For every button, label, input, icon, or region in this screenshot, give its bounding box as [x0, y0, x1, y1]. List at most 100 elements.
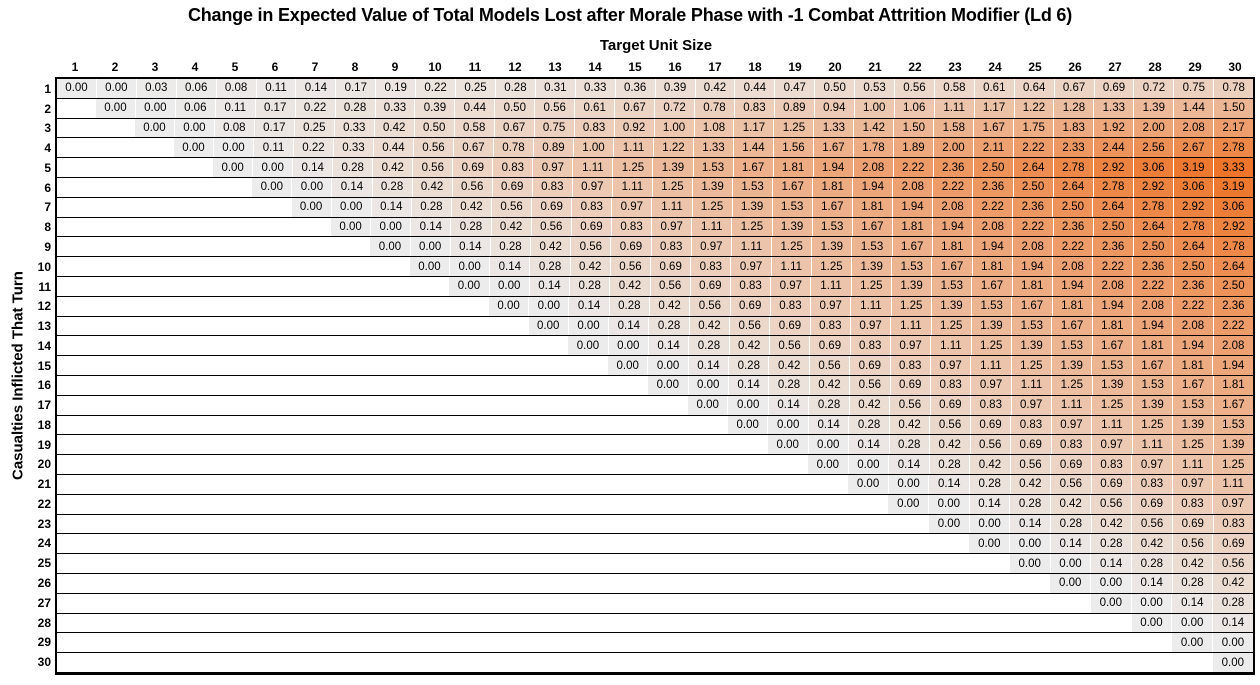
heatmap-cell: 1.11 — [1213, 474, 1253, 494]
row-header-column: 1 2 3 4 5 6 7 8 9 10 11 12 13 14 15 16 17 18 19 20 21 22 23 24 2… — [0, 77, 55, 675]
heatmap-cell: 1.25 — [1173, 435, 1214, 455]
row-header: 30 — [37, 655, 51, 670]
heatmap-cell: 0.28 — [451, 217, 492, 237]
row-header: 7 — [44, 200, 51, 215]
heatmap-cell: 1.25 — [931, 316, 972, 336]
heatmap-row: 0.00 0.00 0.06 0.11 0.17 0.22 0.28 0.33 0.39 0.44… — [57, 98, 1254, 119]
heatmap-cell — [136, 593, 177, 613]
heatmap-cell: 1.67 — [814, 138, 854, 158]
heatmap-cell: 0.44 — [735, 79, 776, 98]
heatmap-cell: 0.28 — [1091, 534, 1133, 554]
heatmap-cell: 0.69 — [571, 217, 612, 237]
heatmap-cell — [176, 593, 217, 613]
heatmap-cell: 0.69 — [930, 395, 972, 415]
row-header: 11 — [38, 279, 51, 294]
heatmap-row: 0.00 0.00 0.14 0.28 0.42 0.56 0.69 0.83 0.97 1.11… — [57, 237, 1254, 258]
heatmap-cell: 0.42 — [1050, 494, 1092, 514]
heatmap-cell: 0.00 — [929, 514, 970, 534]
heatmap-cell — [96, 276, 136, 296]
heatmap-cell: 2.08 — [933, 197, 974, 217]
heatmap-cell: 0.00 — [95, 98, 136, 118]
heatmap-cell: 0.42 — [1172, 554, 1214, 573]
heatmap-cell — [292, 276, 332, 296]
heatmap-cell — [175, 415, 215, 435]
heatmap-cell — [370, 276, 411, 296]
heatmap-cell: 0.56 — [850, 375, 891, 395]
heatmap-cell: 0.33 — [375, 98, 416, 118]
heatmap-cell — [494, 613, 535, 633]
heatmap-cell — [533, 534, 573, 554]
heatmap-cell: 0.97 — [850, 316, 892, 336]
heatmap-cell: 0.08 — [214, 118, 255, 138]
heatmap-cell — [608, 375, 649, 395]
heatmap-cell: 2.08 — [1053, 257, 1094, 276]
heatmap-cell: 0.00 — [370, 237, 411, 257]
heatmap-cell: 0.00 — [1172, 633, 1214, 653]
heatmap-cell — [96, 474, 137, 494]
heatmap-cell: 0.97 — [612, 197, 653, 217]
heatmap-cell — [729, 474, 770, 494]
column-header: 8 — [351, 60, 359, 74]
heatmap-cell — [215, 573, 256, 593]
heatmap-cell — [410, 296, 450, 316]
heatmap-cell — [215, 554, 256, 573]
heatmap-cell — [1132, 633, 1173, 653]
heatmap-cell — [256, 653, 297, 672]
heatmap-cell — [371, 296, 411, 316]
row-header: 15 — [37, 358, 51, 373]
heatmap-cell: 2.22 — [1173, 296, 1214, 316]
heatmap-cell: 0.00 — [371, 217, 412, 237]
heatmap-cell: 0.14 — [450, 237, 491, 257]
heatmap-cell — [57, 375, 97, 395]
heatmap-cell: 0.42 — [1010, 474, 1052, 494]
heatmap-cell: 0.69 — [770, 316, 811, 336]
heatmap-cell — [610, 455, 650, 474]
heatmap-cell — [332, 356, 372, 375]
column-header: 7 — [311, 60, 319, 74]
heatmap-cell — [690, 474, 730, 494]
heatmap-cell: 0.00 — [1212, 653, 1253, 672]
heatmap-cell: 1.81 — [1213, 375, 1254, 395]
heatmap-cell: 1.00 — [654, 118, 695, 138]
heatmap-row: 0.00 0.00 0.14 0.28 0.42 0.56 0.69 0.83 0.97 1.11… — [57, 356, 1253, 376]
heatmap-cell: 0.75 — [1174, 79, 1215, 98]
heatmap-cell — [334, 534, 375, 554]
heatmap-cell: 0.06 — [175, 98, 216, 118]
heatmap-cell: 1.11 — [1172, 455, 1214, 474]
row-header: 27 — [37, 595, 51, 610]
heatmap-cell: 2.78 — [1093, 177, 1134, 197]
heatmap-cell: 2.22 — [1213, 316, 1253, 336]
heatmap-cell: 0.67 — [615, 98, 656, 118]
heatmap-cell: 2.92 — [1133, 177, 1174, 197]
heatmap-cell: 0.42 — [451, 197, 493, 217]
heatmap-cell — [849, 514, 890, 534]
column-header: 25 — [1028, 60, 1042, 74]
heatmap-cell — [375, 653, 416, 672]
heatmap-cell — [652, 534, 692, 554]
heatmap-cell: 0.28 — [1172, 573, 1214, 593]
heatmap-cell — [412, 415, 452, 435]
heatmap-cell — [374, 573, 415, 593]
heatmap-cell — [175, 494, 216, 514]
heatmap-cell: 0.00 — [135, 98, 176, 118]
heatmap-cell — [534, 633, 575, 653]
heatmap-cell — [176, 573, 216, 593]
heatmap-cell: 0.28 — [1213, 593, 1253, 613]
heatmap-row: 0.00 0.00 0.14 0.28 0.42 0.56 0.69 0.83 0.97 1.11… — [57, 158, 1253, 178]
heatmap-cell: 0.78 — [1214, 79, 1254, 98]
heatmap-cell: 0.83 — [930, 375, 972, 395]
heatmap-cell — [452, 474, 493, 494]
heatmap-cell — [57, 296, 97, 316]
heatmap-cell — [175, 356, 215, 375]
heatmap-cell: 0.00 — [568, 336, 609, 356]
heatmap-cell: 0.83 — [850, 336, 891, 356]
heatmap-cell — [293, 415, 334, 435]
heatmap-cell — [691, 514, 731, 534]
heatmap-cell — [335, 573, 375, 593]
heatmap-cell — [612, 534, 653, 554]
heatmap-cell: 0.28 — [490, 237, 532, 257]
heatmap-cell — [452, 494, 493, 514]
heatmap-cell: 0.28 — [570, 276, 611, 296]
heatmap-cell — [531, 455, 571, 474]
heatmap-cell — [96, 395, 136, 415]
